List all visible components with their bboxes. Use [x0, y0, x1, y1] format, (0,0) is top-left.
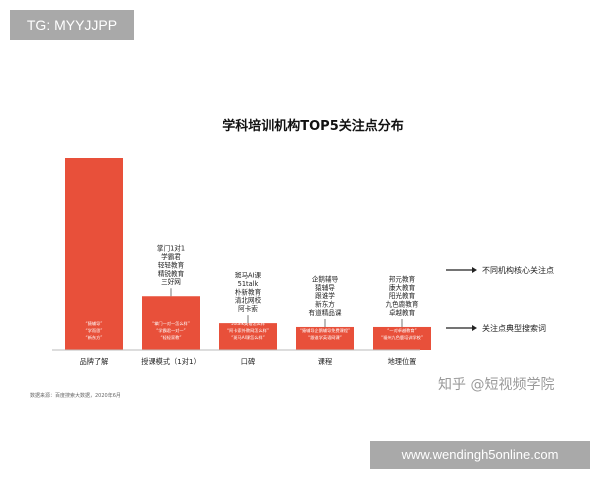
bar-1-keyword-1: “猿辅导” — [86, 320, 103, 327]
bar-1-keyword-2: “学而思” — [86, 327, 103, 334]
x-tick-labels: 品牌了解 授课模式（1对1） 口碑 课程 地理位置 — [80, 357, 417, 366]
bar-2-brand-4: 精锐教育 — [158, 269, 185, 278]
watermark-tag-bottom: www.wendingh5online.com — [370, 441, 590, 469]
bar-5 — [373, 326, 431, 350]
watermark-tag-top: TG: MYYJJPP — [10, 10, 134, 40]
bar-5-brand-1: 邦元教育 — [389, 274, 416, 283]
signature: 知乎 @短视频学院 — [438, 376, 554, 393]
x-tick-label-2: 授课模式（1对1） — [141, 357, 200, 366]
bar-3-brand-3: 朴新教育 — [235, 287, 262, 296]
x-tick-label-4: 课程 — [318, 357, 332, 366]
bar-5-keyword-2: “一对卓越教育” — [387, 327, 416, 334]
bar-4-brand-5: 有道精品课 — [309, 308, 342, 317]
bar-3-brand-5: 阿卡索 — [238, 304, 258, 313]
bar-4 — [296, 326, 354, 350]
bar-5-brand-2: 康大教育 — [389, 283, 416, 292]
bar-2-brand-3: 轻轻教育 — [158, 260, 185, 269]
bar-5-keyword-3: “福州九色鹿培训学校” — [381, 334, 423, 341]
bar-2-brand-1: 掌门1对1 — [157, 244, 185, 253]
bar-2 — [142, 296, 200, 350]
bar-3 — [219, 323, 277, 350]
chart-title: 学科培训机构TOP5关注点分布 — [222, 118, 404, 134]
x-tick-label-1: 品牌了解 — [80, 357, 109, 366]
x-tick-label-5: 地理位置 — [388, 357, 417, 366]
bar-4-brand-1: 企鹅辅导 — [312, 274, 339, 283]
bar-3-brand-1: 斑马AI课 — [235, 271, 262, 280]
legend-label-1: 不同机构核心关注点 — [482, 265, 554, 275]
bar-5-brand-3: 阳光教育 — [389, 291, 416, 300]
x-tick-label-3: 口碑 — [241, 357, 255, 366]
legend-label-2: 关注点典型搜索词 — [482, 323, 546, 333]
bar-1-keyword-3: “新东方” — [86, 334, 103, 341]
bar-2-keyword-1: “掌门一对一怎么样” — [152, 320, 190, 327]
legend-arrowhead-1 — [472, 267, 477, 273]
bar-4-brand-3: 跟谁学 — [315, 291, 335, 300]
bar-5-brand-4: 九色鹿教育 — [386, 300, 419, 309]
bar-2-keyword-2: “学霸君一对一” — [156, 327, 185, 334]
bar-4-brand-2: 猿辅导 — [315, 283, 335, 292]
bar-4-keyword-2: “猿辅导企鹅辅导免费课程” — [300, 327, 350, 334]
bar-3-keyword-2: “阿卡索外教网怎么样” — [227, 327, 269, 334]
bar-3-brand-4: 清北网校 — [235, 296, 262, 305]
bar-5-brand-5: 卓越教育 — [389, 308, 416, 317]
bar-4-keyword-3: “跟谁学英语网课” — [308, 334, 342, 341]
bar-3-keyword-1: “51talk英语怎么样” — [229, 320, 267, 327]
bar-2-brand-5: 三好网 — [161, 277, 181, 286]
source-note: 数据来源：百度搜索大数据，2020年6月 — [30, 392, 121, 399]
bar-2-keyword-3: “轻轻家教” — [160, 334, 181, 341]
bar-1 — [65, 158, 123, 350]
bar-3-keyword-3: “斑马AI课怎么样” — [231, 334, 265, 341]
bar-3-brand-2: 51talk — [238, 280, 259, 288]
legend-arrowhead-2 — [472, 325, 477, 331]
bars-layer: “猿辅导”“学而思”“新东方” “掌门一对一怎么样”“学霸君一对一”“轻轻家教” 掌… — [65, 158, 431, 350]
legend: 不同机构核心关注点 关注点典型搜索词 — [446, 265, 554, 333]
bar-4-brand-4: 新东方 — [315, 300, 335, 309]
bar-2-brand-2: 学霸君 — [161, 252, 181, 261]
